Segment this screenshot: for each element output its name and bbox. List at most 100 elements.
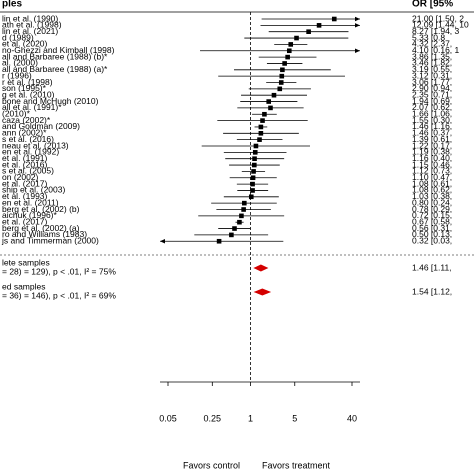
study-or-label: 4.32 [2.37,	[412, 39, 452, 49]
study-label: no-Ghezzi and Kimball (1998)	[2, 45, 115, 55]
point-estimate	[262, 111, 267, 117]
study-or-label: 1.16 [0.40,	[412, 153, 452, 163]
study-label: all and Barbaree (1988) (a)*	[2, 64, 108, 74]
study-or-label: 1.66 [1.06,	[412, 109, 452, 119]
summary-title: lete samples	[2, 257, 50, 267]
study-label: d (1989)	[2, 32, 34, 42]
study-or-label: 1.22 [0.17,	[412, 140, 452, 150]
point-estimate	[288, 42, 294, 47]
ci-arrow	[355, 48, 360, 53]
study-or-label: 5.33 [0.8	[412, 32, 445, 42]
study-label: ath et al. (1998)	[2, 20, 62, 30]
study-label: js and Timmerman (2000)	[1, 236, 99, 246]
study-label: r (1996)	[2, 70, 32, 80]
study-label: et al. (2020)	[2, 39, 48, 49]
x-tick-label: 40	[347, 413, 357, 423]
study-or-label: 0.72 [0.15,	[412, 210, 452, 220]
study-or-label: 0.78 [0.29,	[412, 204, 452, 214]
favor-left: Favors control	[183, 460, 240, 470]
point-estimate	[280, 67, 285, 73]
point-estimate	[282, 61, 287, 66]
point-estimate	[268, 105, 273, 111]
study-or-label: 1.46 [0.37,	[412, 128, 452, 138]
study-label: (2010)*	[2, 109, 31, 119]
study-or-label: 0.50 [0.13,	[412, 229, 452, 239]
header-right: OR [95%	[412, 0, 453, 10]
study-label: neau et al. (2013)	[2, 140, 69, 150]
study-label: ro and Williams (1983)	[2, 229, 87, 239]
point-estimate	[216, 238, 222, 244]
study-or-label: 1.08 [0.61,	[412, 178, 452, 188]
point-estimate	[257, 137, 262, 142]
study-label: aichuk (1996)*	[2, 210, 58, 220]
point-estimate	[306, 29, 311, 34]
point-estimate	[279, 73, 285, 79]
x-tick-label: 0.05	[159, 413, 177, 423]
point-estimate	[331, 16, 337, 22]
study-or-label: 4.10 [0.16, 1	[412, 45, 460, 55]
point-estimate	[229, 232, 234, 238]
point-estimate	[241, 207, 246, 212]
summary-diamond	[253, 288, 272, 296]
study-label: al. (2000)	[2, 58, 38, 68]
study-or-label: 3.06 [1.77,	[412, 77, 452, 87]
point-estimate	[286, 48, 292, 54]
summary-title: ed samples	[2, 281, 45, 291]
summary-or-label: 1.54 [1.12,	[412, 286, 452, 296]
study-or-label: 1.10 [0.47,	[412, 172, 452, 182]
study-label: on (2002)	[2, 172, 39, 182]
study-or-label: 3.46 [1.82,	[412, 58, 452, 68]
point-estimate	[237, 219, 242, 225]
study-label: et al. (2017)	[2, 216, 48, 226]
study-or-label: 3.12 [0.31,	[412, 70, 452, 80]
study-label: lin et al. (2021)	[2, 26, 58, 36]
point-estimate	[252, 156, 257, 161]
study-or-label: 2.07 [0.62,	[412, 102, 452, 112]
point-estimate	[239, 213, 244, 219]
point-estimate	[253, 143, 259, 149]
study-or-label: 0.56 [0.31,	[412, 223, 452, 233]
study-label: lin et al. (1990)	[2, 13, 58, 23]
point-estimate	[248, 194, 254, 200]
study-or-label: 0.67 [0.58,	[412, 216, 452, 226]
study-or-label: 1.94 [0.69,	[412, 96, 452, 106]
study-label: et al. (1993)	[2, 191, 48, 201]
study-or-label: 1.55 [0.30,	[412, 115, 452, 125]
ci-arrow	[355, 16, 360, 22]
point-estimate	[232, 226, 237, 231]
point-estimate	[251, 169, 256, 174]
study-label: ann (2002)*	[2, 128, 47, 138]
header-left: ples	[2, 0, 22, 10]
favor-right: Favors treatment	[262, 460, 331, 470]
study-or-label: 3.86 [1.35,	[412, 51, 452, 61]
study-label: et al. (2017)	[2, 178, 48, 188]
study-or-label: 0.80 [0.24,	[412, 197, 452, 207]
study-label: son (1995)*	[2, 83, 47, 93]
point-estimate	[258, 124, 264, 130]
study-label: s et al. (2016)	[2, 134, 54, 144]
study-or-label: 21.00 [1.50, 2	[412, 13, 464, 23]
study-or-label: 2.90 [0.94,	[412, 83, 452, 93]
study-or-label: 12.09 [1.44, 10	[412, 20, 469, 30]
study-label: all et al. (1991)*	[2, 102, 62, 112]
point-estimate	[252, 150, 258, 155]
summary-stats: = 28) = 129), p < .01, I² = 75%	[2, 266, 116, 276]
summary-or-label: 1.46 [1.11,	[412, 262, 452, 272]
study-or-label: 2.35 [0.71,	[412, 89, 452, 99]
study-or-label: 3.19 [0.55,	[412, 64, 452, 74]
point-estimate	[260, 118, 265, 123]
study-or-label: 1.08 [0.62,	[412, 185, 452, 195]
summary-diamond	[253, 264, 269, 272]
study-or-label: 1.46 [1.16,	[412, 121, 452, 131]
point-estimate	[277, 86, 283, 92]
study-label: et al. (2016)	[2, 159, 48, 169]
study-label: bone and McHugh (2010)	[2, 96, 99, 106]
point-estimate	[242, 200, 247, 206]
point-estimate	[266, 99, 272, 104]
study-label: g et al. (2010)	[2, 89, 55, 99]
point-estimate	[258, 131, 264, 136]
study-or-label: 1.15 [0.46,	[412, 159, 452, 169]
study-label: and Goldman (2009)	[2, 121, 80, 131]
study-or-label: 1.03 [0.38,	[412, 191, 452, 201]
